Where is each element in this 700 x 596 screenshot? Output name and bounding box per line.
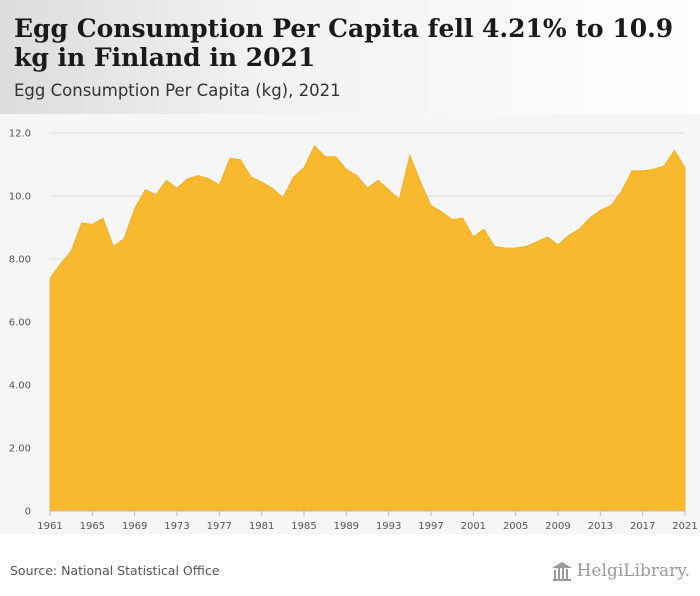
- area-series: [48, 144, 687, 512]
- data-point[interactable]: [323, 155, 327, 159]
- data-point[interactable]: [482, 227, 486, 231]
- data-point[interactable]: [598, 208, 602, 212]
- x-tick-label: 1985: [291, 521, 316, 532]
- data-point[interactable]: [122, 237, 126, 241]
- brand-logo[interactable]: HelgiLibrary.: [551, 559, 690, 583]
- area-series-fill: [49, 144, 686, 512]
- data-point[interactable]: [387, 188, 391, 192]
- data-point[interactable]: [355, 174, 359, 178]
- data-point[interactable]: [630, 169, 634, 173]
- y-tick-label: 4.00: [9, 381, 31, 392]
- data-point[interactable]: [164, 178, 168, 182]
- data-point[interactable]: [59, 262, 63, 266]
- data-point[interactable]: [503, 246, 507, 250]
- data-point[interactable]: [217, 183, 221, 187]
- data-point[interactable]: [366, 186, 370, 190]
- data-point[interactable]: [567, 233, 571, 237]
- data-point[interactable]: [514, 246, 518, 250]
- data-point[interactable]: [662, 164, 666, 168]
- data-point[interactable]: [112, 244, 116, 248]
- library-building-icon: [551, 562, 572, 581]
- data-point[interactable]: [524, 244, 528, 248]
- data-point[interactable]: [249, 175, 253, 179]
- x-tick-label: 1981: [249, 521, 274, 532]
- header-banner: [0, 0, 700, 114]
- data-point[interactable]: [651, 167, 655, 171]
- data-point[interactable]: [80, 221, 84, 225]
- data-point[interactable]: [440, 210, 444, 214]
- data-point[interactable]: [641, 169, 645, 173]
- data-point[interactable]: [69, 249, 73, 253]
- x-tick-label: 2017: [630, 521, 655, 532]
- y-tick-label: 8.00: [9, 255, 31, 266]
- source-note: Source: National Statistical Office: [10, 563, 220, 578]
- y-axis-ticks: 0 2.00 4.00 6.00 8.00 10.0 12.0: [9, 129, 31, 518]
- data-point[interactable]: [408, 153, 412, 157]
- x-tick-label: 1969: [122, 521, 147, 532]
- y-tick-label: 12.0: [9, 129, 31, 140]
- data-point[interactable]: [207, 177, 211, 181]
- data-point[interactable]: [418, 180, 422, 184]
- chart-subtitle: Egg Consumption Per Capita (kg), 2021: [14, 81, 341, 100]
- data-point[interactable]: [260, 180, 264, 184]
- data-point[interactable]: [291, 175, 295, 179]
- x-tick-label: 2009: [545, 521, 570, 532]
- data-point[interactable]: [450, 218, 454, 222]
- y-tick-label: 10.0: [9, 192, 31, 203]
- y-tick-label: 6.00: [9, 318, 31, 329]
- x-tick-label: 1973: [164, 521, 189, 532]
- data-point[interactable]: [535, 240, 539, 244]
- x-tick-label: 1977: [207, 521, 232, 532]
- data-point[interactable]: [175, 186, 179, 190]
- data-point[interactable]: [588, 216, 592, 220]
- data-point[interactable]: [302, 166, 306, 170]
- data-point[interactable]: [270, 186, 274, 190]
- data-point[interactable]: [48, 276, 52, 280]
- x-tick-label: 2021: [672, 521, 697, 532]
- data-point[interactable]: [461, 216, 465, 220]
- data-point[interactable]: [133, 207, 137, 211]
- data-point[interactable]: [672, 148, 676, 152]
- data-point[interactable]: [429, 203, 433, 207]
- y-tick-label: 0: [25, 507, 31, 518]
- data-point[interactable]: [471, 235, 475, 239]
- data-point[interactable]: [683, 166, 687, 170]
- data-point[interactable]: [313, 144, 317, 148]
- chart-title: Egg Consumption Per Capita fell 4.21% to…: [14, 14, 674, 72]
- data-point[interactable]: [397, 197, 401, 201]
- data-point[interactable]: [281, 196, 285, 200]
- data-point[interactable]: [609, 203, 613, 207]
- data-point[interactable]: [239, 158, 243, 162]
- data-point[interactable]: [493, 244, 497, 248]
- data-point[interactable]: [577, 227, 581, 231]
- x-tick-label: 2013: [588, 521, 613, 532]
- x-tick-label: 1993: [376, 521, 401, 532]
- data-point[interactable]: [101, 216, 105, 220]
- x-tick-label: 1965: [80, 521, 105, 532]
- x-tick-label: 1989: [334, 521, 359, 532]
- data-point[interactable]: [143, 188, 147, 192]
- data-point[interactable]: [154, 192, 158, 196]
- data-point[interactable]: [556, 243, 560, 247]
- data-point[interactable]: [186, 177, 190, 181]
- x-axis-ticks: 1961 1965 1969 1973 1977 1981 1985 1989 1993 1997…: [37, 510, 698, 532]
- data-point[interactable]: [620, 189, 624, 193]
- data-point[interactable]: [90, 222, 94, 226]
- data-point[interactable]: [344, 167, 348, 171]
- data-point[interactable]: [228, 156, 232, 160]
- data-point[interactable]: [545, 235, 549, 239]
- y-tick-label: 2.00: [9, 444, 31, 455]
- data-point[interactable]: [376, 178, 380, 182]
- x-tick-label: 2001: [461, 521, 486, 532]
- brand-name: HelgiLibrary.: [576, 561, 690, 581]
- x-tick-label: 1997: [418, 521, 443, 532]
- x-tick-label: 1961: [37, 521, 62, 532]
- x-tick-label: 2005: [503, 521, 528, 532]
- data-point[interactable]: [334, 155, 338, 159]
- data-point[interactable]: [196, 174, 200, 178]
